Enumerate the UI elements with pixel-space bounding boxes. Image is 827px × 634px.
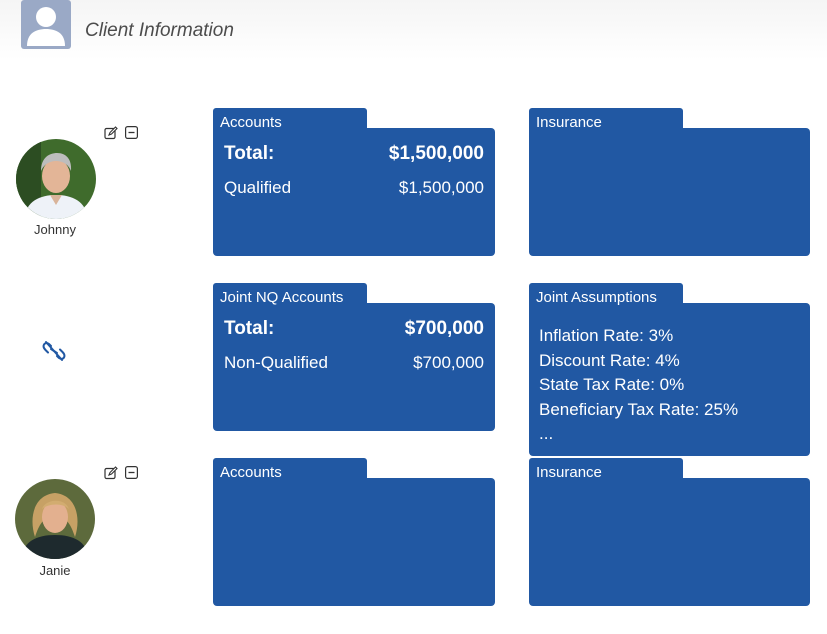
card-title: Accounts [220, 464, 282, 481]
accounts-card-johnny[interactable]: Accounts Total: $1,500,000 Qualified $1,… [213, 108, 495, 256]
card-title: Insurance [536, 114, 602, 131]
card-title: Joint Assumptions [536, 289, 657, 306]
assumption-line: Beneficiary Tax Rate: 25% [539, 399, 739, 419]
assumption-line: Inflation Rate: 3% [539, 326, 674, 345]
edit-icon[interactable] [104, 466, 118, 485]
insurance-card-janie[interactable]: Insurance [529, 458, 810, 606]
client-name: Johnny [34, 222, 76, 237]
unlink-icon[interactable] [42, 340, 66, 367]
assumption-line: Discount Rate: 4% [539, 350, 680, 370]
page-title: Client Information [85, 20, 234, 41]
edit-icon[interactable] [104, 126, 118, 145]
client-name: Janie [39, 563, 71, 578]
total-value: $700,000 [404, 318, 484, 339]
card-title: Joint NQ Accounts [220, 289, 344, 306]
client-actions [104, 126, 141, 140]
accounts-card-janie[interactable]: Accounts [213, 458, 495, 606]
account-label: Non-Qualified [224, 353, 328, 372]
total-label: Total: [224, 143, 275, 164]
joint-accounts-card[interactable]: Joint NQ Accounts Total: $700,000 Non-Qu… [213, 283, 495, 431]
account-label: Qualified [224, 178, 292, 197]
minus-square-icon[interactable] [125, 126, 139, 144]
minus-square-icon[interactable] [125, 466, 139, 484]
account-value: $700,000 [413, 353, 484, 372]
avatar[interactable] [16, 139, 96, 219]
assumption-line: State Tax Rate: 0% [539, 375, 685, 394]
joint-assumptions-card[interactable]: Joint Assumptions Inflation Rate: 3% Dis… [529, 283, 810, 456]
user-icon [21, 0, 71, 49]
card-title: Accounts [220, 114, 282, 131]
total-label: Total: [224, 318, 275, 339]
assumption-line: ... [539, 424, 554, 443]
card-title: Insurance [536, 464, 602, 481]
total-value: $1,500,000 [388, 143, 484, 164]
assumptions-list: Inflation Rate: 3% Discount Rate: 4% Sta… [539, 324, 738, 447]
insurance-card-johnny[interactable]: Insurance [529, 108, 810, 256]
client-actions [104, 466, 141, 480]
account-value: $1,500,000 [398, 178, 484, 197]
avatar[interactable] [15, 479, 95, 559]
header-bar [0, 0, 827, 60]
